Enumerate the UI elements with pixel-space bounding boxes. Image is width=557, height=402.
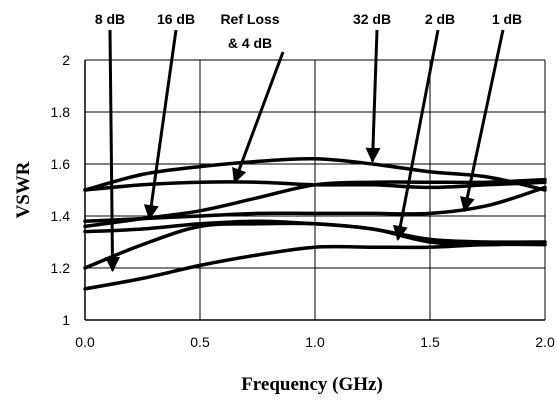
y-tick-label: 1.4 — [51, 208, 71, 224]
x-tick-label: 1.5 — [420, 334, 440, 350]
tick-labels: 1 1.2 1.4 1.6 1.8 2 0.0 0.5 1.0 1.5 2.0 — [51, 52, 555, 350]
x-tick-label: 1.0 — [305, 334, 325, 350]
series-line-unlabeled — [83, 242, 547, 291]
x-axis-title: Frequency (GHz) — [241, 374, 383, 395]
x-tick-label: 0.5 — [190, 334, 210, 350]
y-tick-label: 1.8 — [51, 104, 71, 120]
annotation-arrow-1-db — [459, 29, 505, 213]
y-axis-title: VSWR — [13, 161, 34, 218]
annotation-label-2-db: 2 dB — [425, 11, 455, 27]
annotation-label-16-db: 16 dB — [157, 11, 195, 27]
annotation-label-ref-loss-line2: & 4 dB — [228, 35, 272, 51]
annotation-label-1-db: 1 dB — [492, 11, 522, 27]
annotation-arrow-8-db — [104, 29, 120, 273]
annotation-arrows — [104, 29, 505, 273]
annotation-label-8-db: 8 dB — [95, 11, 125, 27]
x-tick-label: 2.0 — [535, 334, 555, 350]
annotation-arrow-16-db — [143, 29, 178, 221]
annotation-arrow-32-db — [365, 29, 381, 163]
annotation-arrow-ref-loss — [232, 51, 285, 184]
y-tick-label: 2 — [62, 52, 70, 68]
annotation-labels: 8 dB 16 dB Ref Loss & 4 dB 32 dB 2 dB 1 dB — [95, 11, 522, 51]
series-line-8-db — [83, 221, 547, 270]
x-tick-label: 0.0 — [75, 334, 95, 350]
annotation-label-ref-loss: Ref Loss — [220, 11, 279, 27]
annotation-label-32-db: 32 dB — [353, 11, 391, 27]
y-tick-label: 1 — [62, 312, 70, 328]
y-tick-label: 1.6 — [51, 156, 71, 172]
annotation-arrow-2-db — [392, 29, 440, 241]
y-tick-label: 1.2 — [51, 260, 71, 276]
